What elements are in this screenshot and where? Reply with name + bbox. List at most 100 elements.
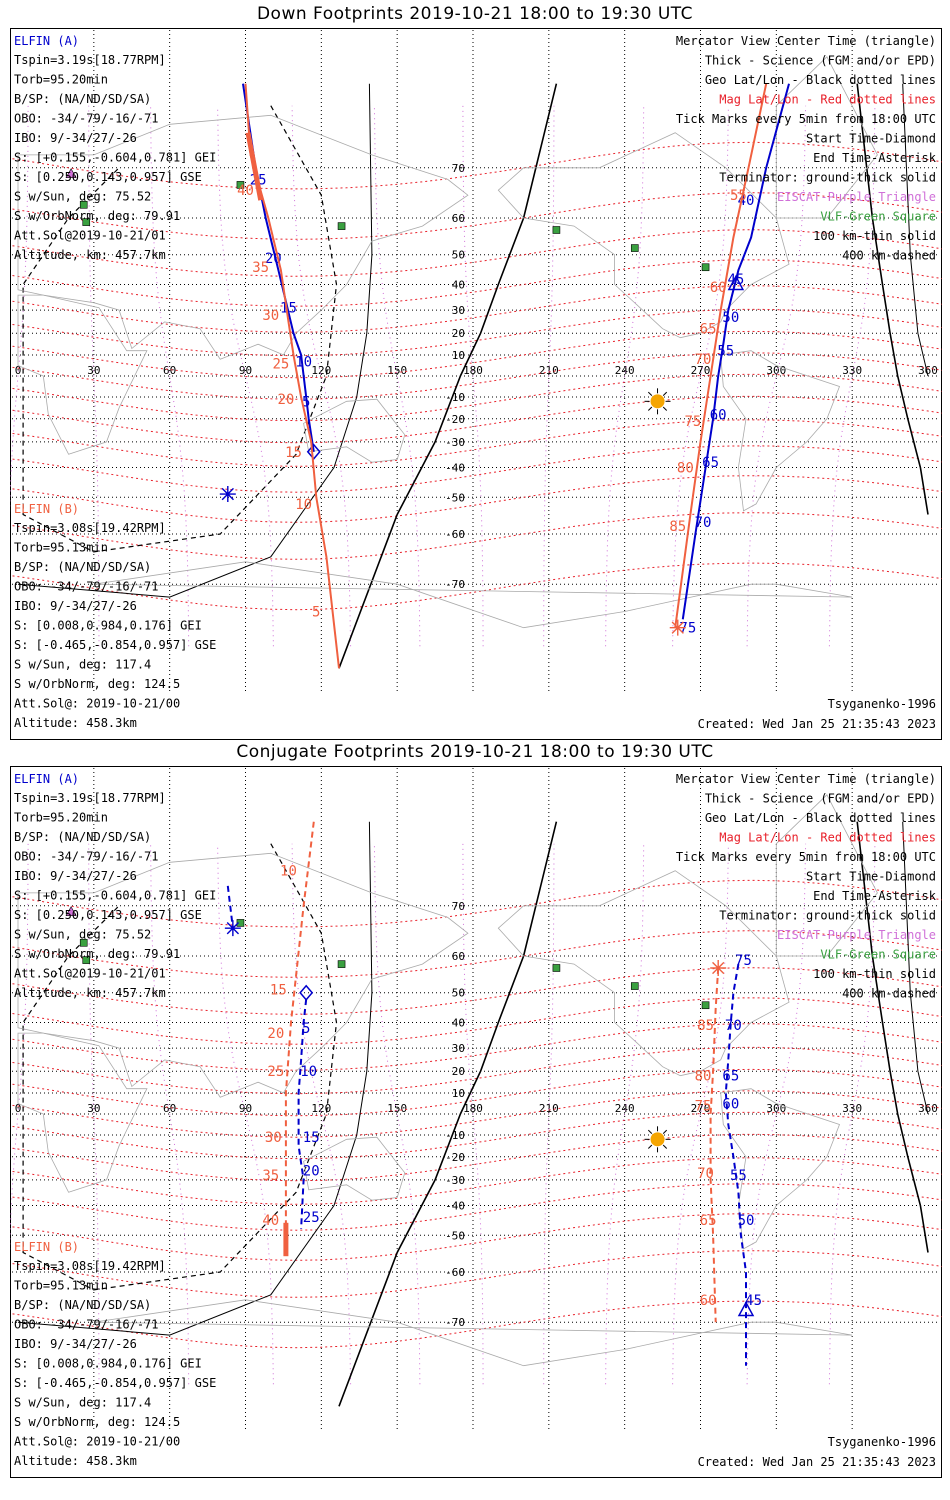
continent-outline: [17, 852, 469, 1098]
elfin-a-info-line: S w/Sun, deg: 75.52: [14, 190, 151, 204]
eiscat-marker: [65, 906, 77, 917]
elfin-b-tick-label: 55: [730, 188, 747, 204]
lat-tick-label: -60: [445, 528, 465, 541]
lon-tick-label: 270: [691, 1102, 711, 1115]
lon-tick-label: 150: [387, 1102, 407, 1115]
mag-parallel: [10, 229, 942, 277]
legend-entry: Thick - Science (FGM and/or EPD): [705, 792, 936, 806]
mag-parallel: [10, 967, 942, 1015]
mag-parallel: [10, 419, 942, 467]
lat-tick-label: -40: [445, 1200, 465, 1213]
elfin-a-header: ELFIN (A): [14, 772, 79, 786]
end-asterisk-marker: [224, 920, 241, 937]
continent-outline: [775, 794, 878, 957]
legend-entry: 400 km-dashed: [842, 987, 936, 1001]
mag-meridian: [543, 843, 555, 1385]
lon-tick-label: 180: [463, 1102, 483, 1115]
eiscat-marker: [65, 168, 77, 179]
vlf-site-marker: [79, 938, 88, 947]
legend-entry: 100 km-thin solid: [813, 229, 936, 243]
created-timestamp: Created: Wed Jan 25 21:35:43 2023: [698, 717, 936, 731]
legend-entry: 400 km-dashed: [842, 249, 936, 263]
elfin-b-tick-label: 65: [700, 1213, 717, 1229]
elfin-a-tick-label: 10: [295, 354, 312, 370]
elfin-a-tick-label: 65: [702, 455, 719, 471]
elfin-a-info-line: S: [0.250,0.143,0.957] GSE: [14, 170, 202, 184]
center-time-triangle: [737, 1300, 755, 1317]
elfin-a-tick-label: 10: [300, 1064, 317, 1080]
mag-parallel: [10, 259, 942, 307]
elfin-a-info-line: Tspin=3.19s[18.77RPM]: [14, 791, 166, 805]
lon-tick-label: 0: [15, 1102, 22, 1115]
elfin-a-info-line: S w/OrbNorm, deg: 79.91: [14, 947, 180, 961]
elfin-a-info-line: Att.Sol@2019-10-21/01: [14, 967, 166, 981]
elfin-b-header: ELFIN (B): [14, 1240, 79, 1254]
elfin-b-info-line: IBO: 9/-34/27/-26: [14, 599, 137, 613]
legend-entry: End Time-Asterisk: [813, 889, 937, 903]
mag-parallel: [10, 308, 942, 357]
elfin-b-track: [245, 132, 264, 201]
mag-parallel: [10, 1090, 942, 1138]
legend-entry: EISCAT-Purple Triangle: [777, 928, 936, 942]
mag-meridian: [462, 843, 484, 1385]
continent-outline: [497, 132, 790, 339]
mag-parallel: [10, 1133, 942, 1182]
continent-outline: [303, 1136, 406, 1201]
elfin-a-tick-label: 55: [730, 1168, 747, 1184]
continent-outline: [17, 114, 469, 360]
continent-outline: [720, 1088, 841, 1250]
lat-tick-label: 10: [452, 349, 465, 362]
legend-entry: End Time-Asterisk: [813, 151, 937, 165]
elfin-b-tick-label: 80: [695, 1069, 712, 1085]
legend-entry: Terminator: ground-thick solid: [719, 171, 936, 185]
legend-entry: Geo Lat/Lon - Black dotted lines: [705, 811, 936, 825]
lon-tick-label: 240: [615, 364, 635, 377]
elfin-b-info-line: S w/OrbNorm, deg: 124.5: [14, 1415, 180, 1429]
mag-parallel: [10, 1213, 942, 1261]
continent-outline: [497, 870, 790, 1077]
mag-meridian: [150, 105, 190, 647]
elfin-a-tick-label: 15: [280, 301, 297, 317]
lat-tick-label: 70: [452, 900, 465, 913]
down-footprints-map: 0 30 60 90 120 150 180 210 240 270 300 330 360-70-60…: [10, 28, 942, 740]
vlf-site-marker: [79, 200, 88, 209]
elfin-b-info-line: Att.Sol@: 2019-10-21/00: [14, 697, 180, 711]
elfin-b-info-line: S: [-0.465,-0.854,0.957] GSE: [14, 638, 216, 652]
lon-tick-label: 120: [311, 364, 331, 377]
elfin-b-tick-label: 20: [278, 392, 295, 408]
map-frame: [10, 28, 942, 740]
legend-entry: Terminator: ground-thick solid: [719, 909, 936, 923]
elfin-b-header: ELFIN (B): [14, 502, 79, 516]
continent-outline: [17, 1032, 148, 1193]
lon-tick-label: 60: [163, 364, 176, 377]
elfin-b-info-line: Torb=95.13min: [14, 541, 108, 555]
lon-tick-label: 90: [239, 364, 252, 377]
elfin-b-tick-label: 70: [695, 352, 712, 368]
terminator-400km: [22, 843, 338, 1291]
terminator-line: [338, 821, 558, 1407]
elfin-b-tick-label: 15: [285, 445, 302, 461]
vlf-site-marker: [701, 1001, 710, 1010]
elfin-a-info-line: Torb=95.20min: [14, 811, 108, 825]
elfin-a-info-line: IBO: 9/-34/27/-26: [14, 131, 137, 145]
elfin-a-track: [724, 963, 747, 1366]
mag-parallel: [10, 1183, 942, 1231]
elfin-b-tick-label: 5: [312, 604, 320, 620]
elfin-a-info-line: S: [+0.155,-0.604,0.781] GEI: [14, 151, 216, 165]
mag-parallel: [10, 1250, 942, 1298]
elfin-a-info-line: B/SP: (NA/ND/SD/SA): [14, 830, 151, 844]
lat-tick-label: -20: [445, 1151, 465, 1164]
elfin-a-track: [226, 885, 234, 929]
legend-entry: Start Time-Diamond: [806, 870, 936, 884]
lat-tick-label: -50: [445, 1229, 465, 1242]
elfin-a-info-line: S: [+0.155,-0.604,0.781] GEI: [14, 889, 216, 903]
lat-tick-label: 30: [452, 1042, 465, 1055]
mag-meridian: [150, 843, 190, 1385]
elfin-a-info-line: S: [0.250,0.143,0.957] GSE: [14, 908, 202, 922]
terminator-100km: [17, 83, 373, 598]
mag-parallel: [10, 330, 942, 379]
elfin-b-tick-label: 60: [700, 1293, 717, 1309]
elfin-a-tick-label: 70: [695, 515, 712, 531]
elfin-a-info-line: Altitude, km: 457.7km: [14, 986, 166, 1000]
lat-tick-label: 50: [452, 987, 465, 1000]
